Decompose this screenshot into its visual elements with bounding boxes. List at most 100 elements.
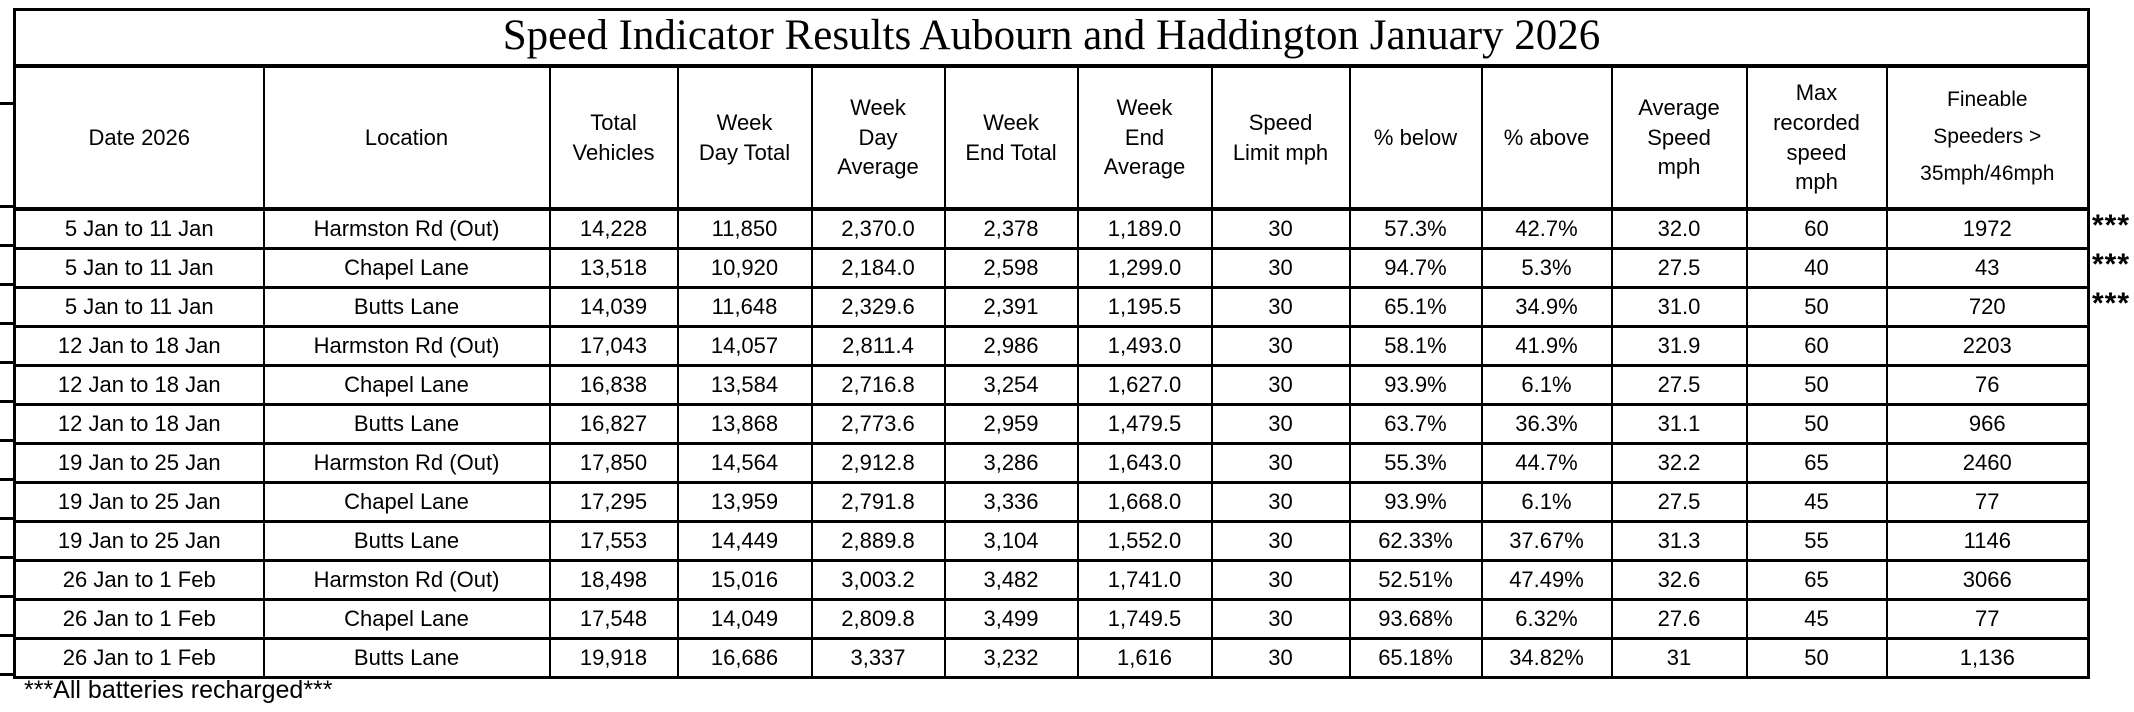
table-cell: Harmston Rd (Out) [262, 324, 551, 367]
table-cell: 55 [1745, 519, 1888, 562]
left-edge-gridline [0, 673, 14, 676]
table-cell: 43 [1885, 246, 2090, 289]
table-cell: 2,329.6 [810, 285, 946, 328]
table-cell: 50 [1745, 402, 1888, 445]
table-cell: 30 [1210, 324, 1351, 367]
table-cell: 30 [1210, 636, 1351, 679]
table-cell: 16,838 [548, 363, 679, 406]
table-cell: 2,391 [943, 285, 1079, 328]
table-cell: 6.1% [1480, 363, 1613, 406]
table-cell: 77 [1885, 480, 2090, 523]
table-cell: 19 Jan to 25 Jan [13, 441, 265, 484]
table-cell: 5 Jan to 11 Jan [13, 207, 265, 250]
table-cell: 65.1% [1348, 285, 1483, 328]
footnote: ***All batteries recharged*** [24, 676, 333, 704]
table-cell: 52.51% [1348, 558, 1483, 601]
table-row: 26 Jan to 1 Feb Chapel Lane 17,548 14,049 2,… [13, 597, 2090, 640]
table-cell: 27.5 [1610, 480, 1748, 523]
table-cell: Chapel Lane [262, 597, 551, 640]
table-cell: 1,195.5 [1076, 285, 1213, 328]
table-cell: 31 [1610, 636, 1748, 679]
table-cell: 966 [1885, 402, 2090, 445]
left-edge-gridline [0, 102, 14, 105]
table-cell: 30 [1210, 207, 1351, 250]
table-cell: 14,039 [548, 285, 679, 328]
table-cell: 34.9% [1480, 285, 1613, 328]
left-edge-gridline [0, 205, 14, 208]
table-cell: Harmston Rd (Out) [262, 207, 551, 250]
table-cell: 17,548 [548, 597, 679, 640]
table-cell: 62.33% [1348, 519, 1483, 562]
table-cell: 32.0 [1610, 207, 1748, 250]
table-cell: 3,336 [943, 480, 1079, 523]
table-cell: 50 [1745, 636, 1888, 679]
table-cell: 3,482 [943, 558, 1079, 601]
table-cell: 11,850 [676, 207, 813, 250]
table-cell: 37.67% [1480, 519, 1613, 562]
table-cell: 77 [1885, 597, 2090, 640]
table-cell: 1,479.5 [1076, 402, 1213, 445]
table-cell: 27.6 [1610, 597, 1748, 640]
table-cell: 16,827 [548, 402, 679, 445]
table-cell: 2,378 [943, 207, 1079, 250]
table-cell: 30 [1210, 441, 1351, 484]
table-cell: 15,016 [676, 558, 813, 601]
table-cell: 13,868 [676, 402, 813, 445]
column-header: Average Speed mph [1610, 66, 1748, 211]
table-cell: 17,553 [548, 519, 679, 562]
table-cell: 12 Jan to 18 Jan [13, 363, 265, 406]
table-cell: 31.0 [1610, 285, 1748, 328]
table-cell: 57.3% [1348, 207, 1483, 250]
column-header: Week Day Average [810, 66, 946, 211]
table-cell: 6.32% [1480, 597, 1613, 640]
left-edge-gridline [0, 634, 14, 637]
table-cell: 30 [1210, 402, 1351, 445]
table-cell: 13,584 [676, 363, 813, 406]
table-title: Speed Indicator Results Aubourn and Hadd… [14, 9, 2089, 68]
table-cell: 45 [1745, 597, 1888, 640]
table-cell: 19,918 [548, 636, 679, 679]
table-cell: 14,564 [676, 441, 813, 484]
table-cell: 32.6 [1610, 558, 1748, 601]
table-cell: 2,809.8 [810, 597, 946, 640]
table-cell: 26 Jan to 1 Feb [13, 597, 265, 640]
left-edge-gridline [0, 556, 14, 559]
table-cell: 18,498 [548, 558, 679, 601]
table-body: 5 Jan to 11 Jan Harmston Rd (Out) 14,228 11… [13, 207, 2090, 679]
table-cell: 1,741.0 [1076, 558, 1213, 601]
table-cell: 45 [1745, 480, 1888, 523]
table-cell: 14,049 [676, 597, 813, 640]
column-header: Speed Limit mph [1210, 66, 1351, 211]
table-cell: 30 [1210, 363, 1351, 406]
table-cell: 3,286 [943, 441, 1079, 484]
column-header: Week End Total [943, 66, 1079, 211]
table-cell: 19 Jan to 25 Jan [13, 480, 265, 523]
table-cell: 65 [1745, 558, 1888, 601]
header-row: Date 2026 Location Total Vehicles Week Day … [13, 66, 2090, 211]
table-cell: 13,959 [676, 480, 813, 523]
table-cell: 30 [1210, 285, 1351, 328]
table-cell: 1,627.0 [1076, 363, 1213, 406]
table-cell: 30 [1210, 597, 1351, 640]
table-row: 12 Jan to 18 Jan Butts Lane 16,827 13,868 2,… [13, 402, 2090, 445]
table-row: 5 Jan to 11 Jan Harmston Rd (Out) 14,228 11… [13, 207, 2090, 250]
table-cell: Harmston Rd (Out) [262, 558, 551, 601]
table-cell: 3,232 [943, 636, 1079, 679]
left-edge-gridline [0, 517, 14, 520]
table-cell: 93.9% [1348, 363, 1483, 406]
table-cell: 2,716.8 [810, 363, 946, 406]
table-cell: 1,749.5 [1076, 597, 1213, 640]
table-cell: Chapel Lane [262, 480, 551, 523]
table-cell: 5 Jan to 11 Jan [13, 246, 265, 289]
table-cell: 2,184.0 [810, 246, 946, 289]
table-cell: 50 [1745, 285, 1888, 328]
table-cell: 11,648 [676, 285, 813, 328]
left-edge-gridline [0, 322, 14, 325]
table-cell: 26 Jan to 1 Feb [13, 558, 265, 601]
table-cell: 14,057 [676, 324, 813, 367]
table-cell: 58.1% [1348, 324, 1483, 367]
table-cell: 12 Jan to 18 Jan [13, 324, 265, 367]
table-cell: 1,668.0 [1076, 480, 1213, 523]
table-cell: 5.3% [1480, 246, 1613, 289]
